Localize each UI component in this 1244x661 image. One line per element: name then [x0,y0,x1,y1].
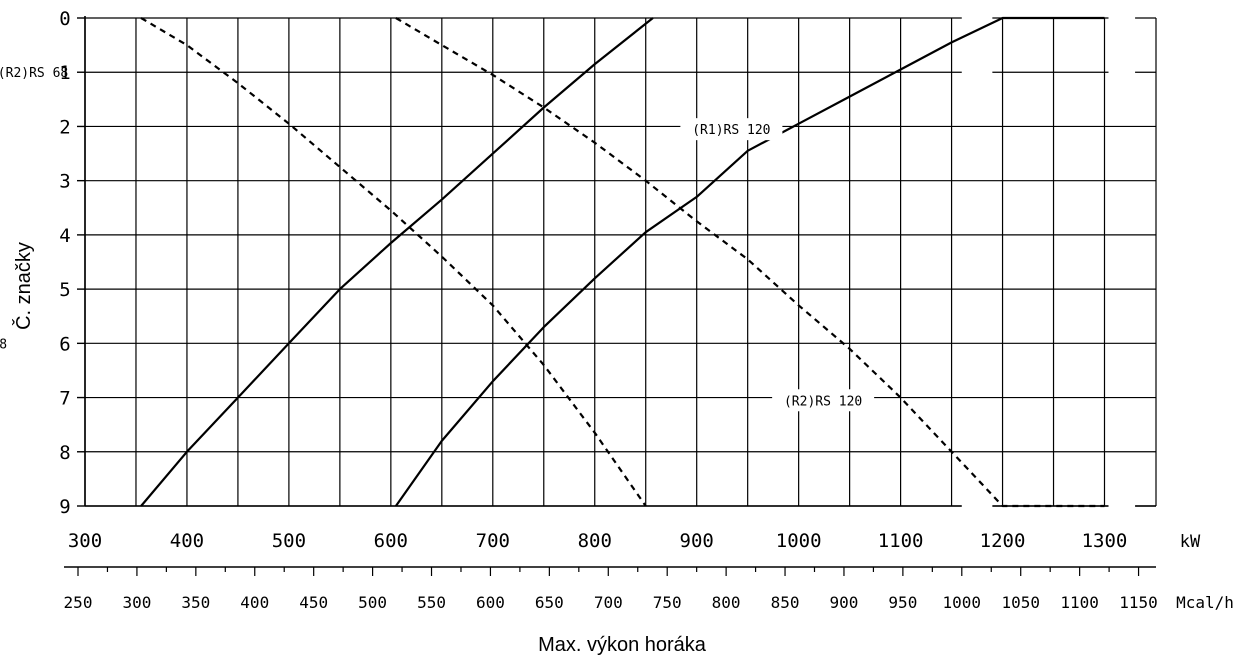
x-tick-label-mcal: 250 [64,593,93,612]
x-tick-label-mcal: 1150 [1119,593,1158,612]
y-tick-label: 2 [59,116,70,138]
x-tick-label-mcal: 1100 [1060,593,1099,612]
y-tick-label: 4 [59,225,70,247]
x-tick-label-mcal: 400 [240,593,269,612]
x-tick-label-kw: 300 [68,530,102,552]
y-axis-title: Č. značky [12,242,35,330]
series-label-bg [0,61,80,84]
series-label-group: (R2)RS 68 [0,61,80,84]
series-label-bg [680,118,783,141]
series-label-group: (R1)RS 120 [680,118,783,141]
x-tick-label-mcal: 1000 [943,593,982,612]
series-lines [140,16,1105,508]
grid-gap [1108,460,1136,580]
x-tick-label-mcal: 350 [181,593,210,612]
x-tick-label-kw: 900 [680,530,714,552]
x-tick-label-kw: 700 [476,530,510,552]
x-axis-kw: 300 400 500 600 700 800 900 1000 1100 1200 1300 kW [68,530,1201,552]
x-tick-label-kw: 1200 [980,530,1026,552]
grid-gap [961,0,993,80]
y-tick-label: 3 [59,171,70,193]
x-unit-kw: kW [1180,532,1201,552]
series-label: (R2)RS 68 [0,66,68,81]
y-axis: 0 1 2 3 4 5 6 7 8 9 [59,8,85,518]
series-line [140,17,654,507]
series-label-group: (R2)RS 120 [772,389,875,412]
grid-masks [961,0,1136,580]
x-tick-label-mcal: 600 [476,593,505,612]
x-tick-label-kw: 1000 [776,530,822,552]
x-tick-label-mcal: 900 [830,593,859,612]
series-label-bg [772,389,875,412]
y-tick-label: 9 [59,496,70,518]
x-tick-label-kw: 1100 [878,530,924,552]
y-tick-label: 0 [59,8,70,30]
series-label: (R2)RS 120 [784,394,862,409]
x-tick-label-mcal: 700 [594,593,623,612]
x-tick-label-mcal: 550 [417,593,446,612]
series-line [140,17,647,507]
series-label: (R1)RS 68 [0,337,7,352]
series-label: (R1)RS 120 [692,123,770,138]
x-tick-label-kw: 1300 [1082,530,1128,552]
y-tick-label: 7 [59,388,70,410]
grid-lines [84,16,1157,507]
x-tick-label-kw: 600 [374,530,408,552]
x-tick-label-mcal: 850 [771,593,800,612]
y-tick-label: 1 [59,62,70,84]
x-tick-label-kw: 500 [272,530,306,552]
x-tick-label-mcal: 500 [358,593,387,612]
x-unit-mcal: Mcal/h [1176,593,1234,612]
y-tick-label: 8 [59,442,70,464]
x-tick-label-kw: 800 [578,530,612,552]
x-tick-label-mcal: 750 [653,593,682,612]
grid-gap [1108,0,1136,80]
x-tick-label-kw: 400 [170,530,204,552]
x-tick-label-mcal: 800 [712,593,741,612]
series-label-bg [0,332,19,355]
series-line [395,17,1105,508]
y-tick-label: 6 [59,333,70,355]
x-axis-title: Max. výkon horáka [538,634,707,656]
series-labels: (R1)RS 68 (R2)RS 68 (R1)RS 120 (R2)RS 120 [0,61,875,412]
series-line [395,16,1105,507]
x-axis-mcal: 250 300 350 400 450 500 550 600 650 700 750 800 850 9… [64,566,1234,612]
x-tick-label-mcal: 1050 [1001,593,1040,612]
x-tick-label-mcal: 300 [122,593,151,612]
x-tick-label-mcal: 650 [535,593,564,612]
x-tick-label-mcal: 950 [888,593,917,612]
x-tick-label-mcal: 450 [299,593,328,612]
grid-gap [961,460,993,580]
y-tick-label: 5 [59,279,70,301]
series-label-group: (R1)RS 68 [0,332,19,355]
